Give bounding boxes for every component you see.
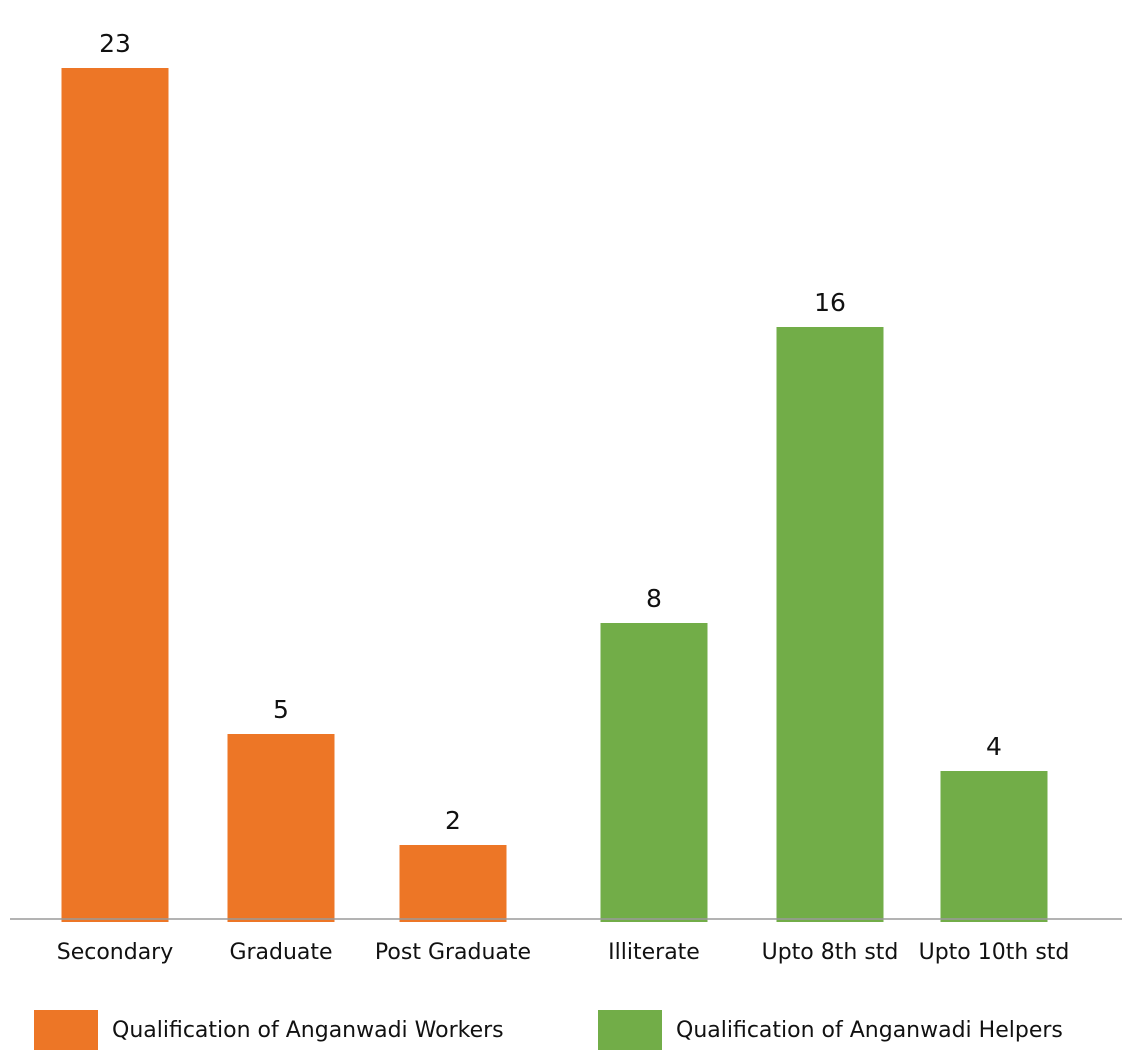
legend-label-workers: Qualification of Anganwadi Workers <box>112 1017 504 1043</box>
value-label-post-graduate: 2 <box>445 806 461 835</box>
value-label-upto-10th-std: 4 <box>986 732 1002 761</box>
category-label-illiterate: Illiterate <box>608 940 700 965</box>
value-label-graduate: 5 <box>273 695 289 724</box>
category-label-post-graduate: Post Graduate <box>375 940 531 965</box>
bar-post-graduate <box>399 845 507 922</box>
legend-helpers: Qualification of Anganwadi Helpers <box>598 1008 1063 1052</box>
category-label-graduate: Graduate <box>229 940 332 965</box>
value-label-upto-8th-std: 16 <box>814 288 846 317</box>
bar-upto-10th-std <box>940 771 1048 922</box>
bar-graduate <box>227 734 335 922</box>
bars-group <box>61 68 1048 922</box>
legend-label-helpers: Qualification of Anganwadi Helpers <box>676 1017 1063 1043</box>
legend-swatch-workers <box>34 1010 98 1050</box>
bar-upto-8th-std <box>776 327 884 922</box>
value-label-secondary: 23 <box>99 29 131 58</box>
category-label-upto-10th-std: Upto 10th std <box>919 940 1070 965</box>
category-label-upto-8th-std: Upto 8th std <box>762 940 899 965</box>
bar-secondary <box>61 68 169 922</box>
legend-swatch-helpers <box>598 1010 662 1050</box>
bar-illiterate <box>600 623 708 922</box>
category-label-secondary: Secondary <box>57 940 174 965</box>
legend-workers: Qualification of Anganwadi Workers <box>34 1008 504 1052</box>
value-label-illiterate: 8 <box>646 584 662 613</box>
category-labels-group: Secondary Graduate Post Graduate Illiterate… <box>57 940 1070 965</box>
